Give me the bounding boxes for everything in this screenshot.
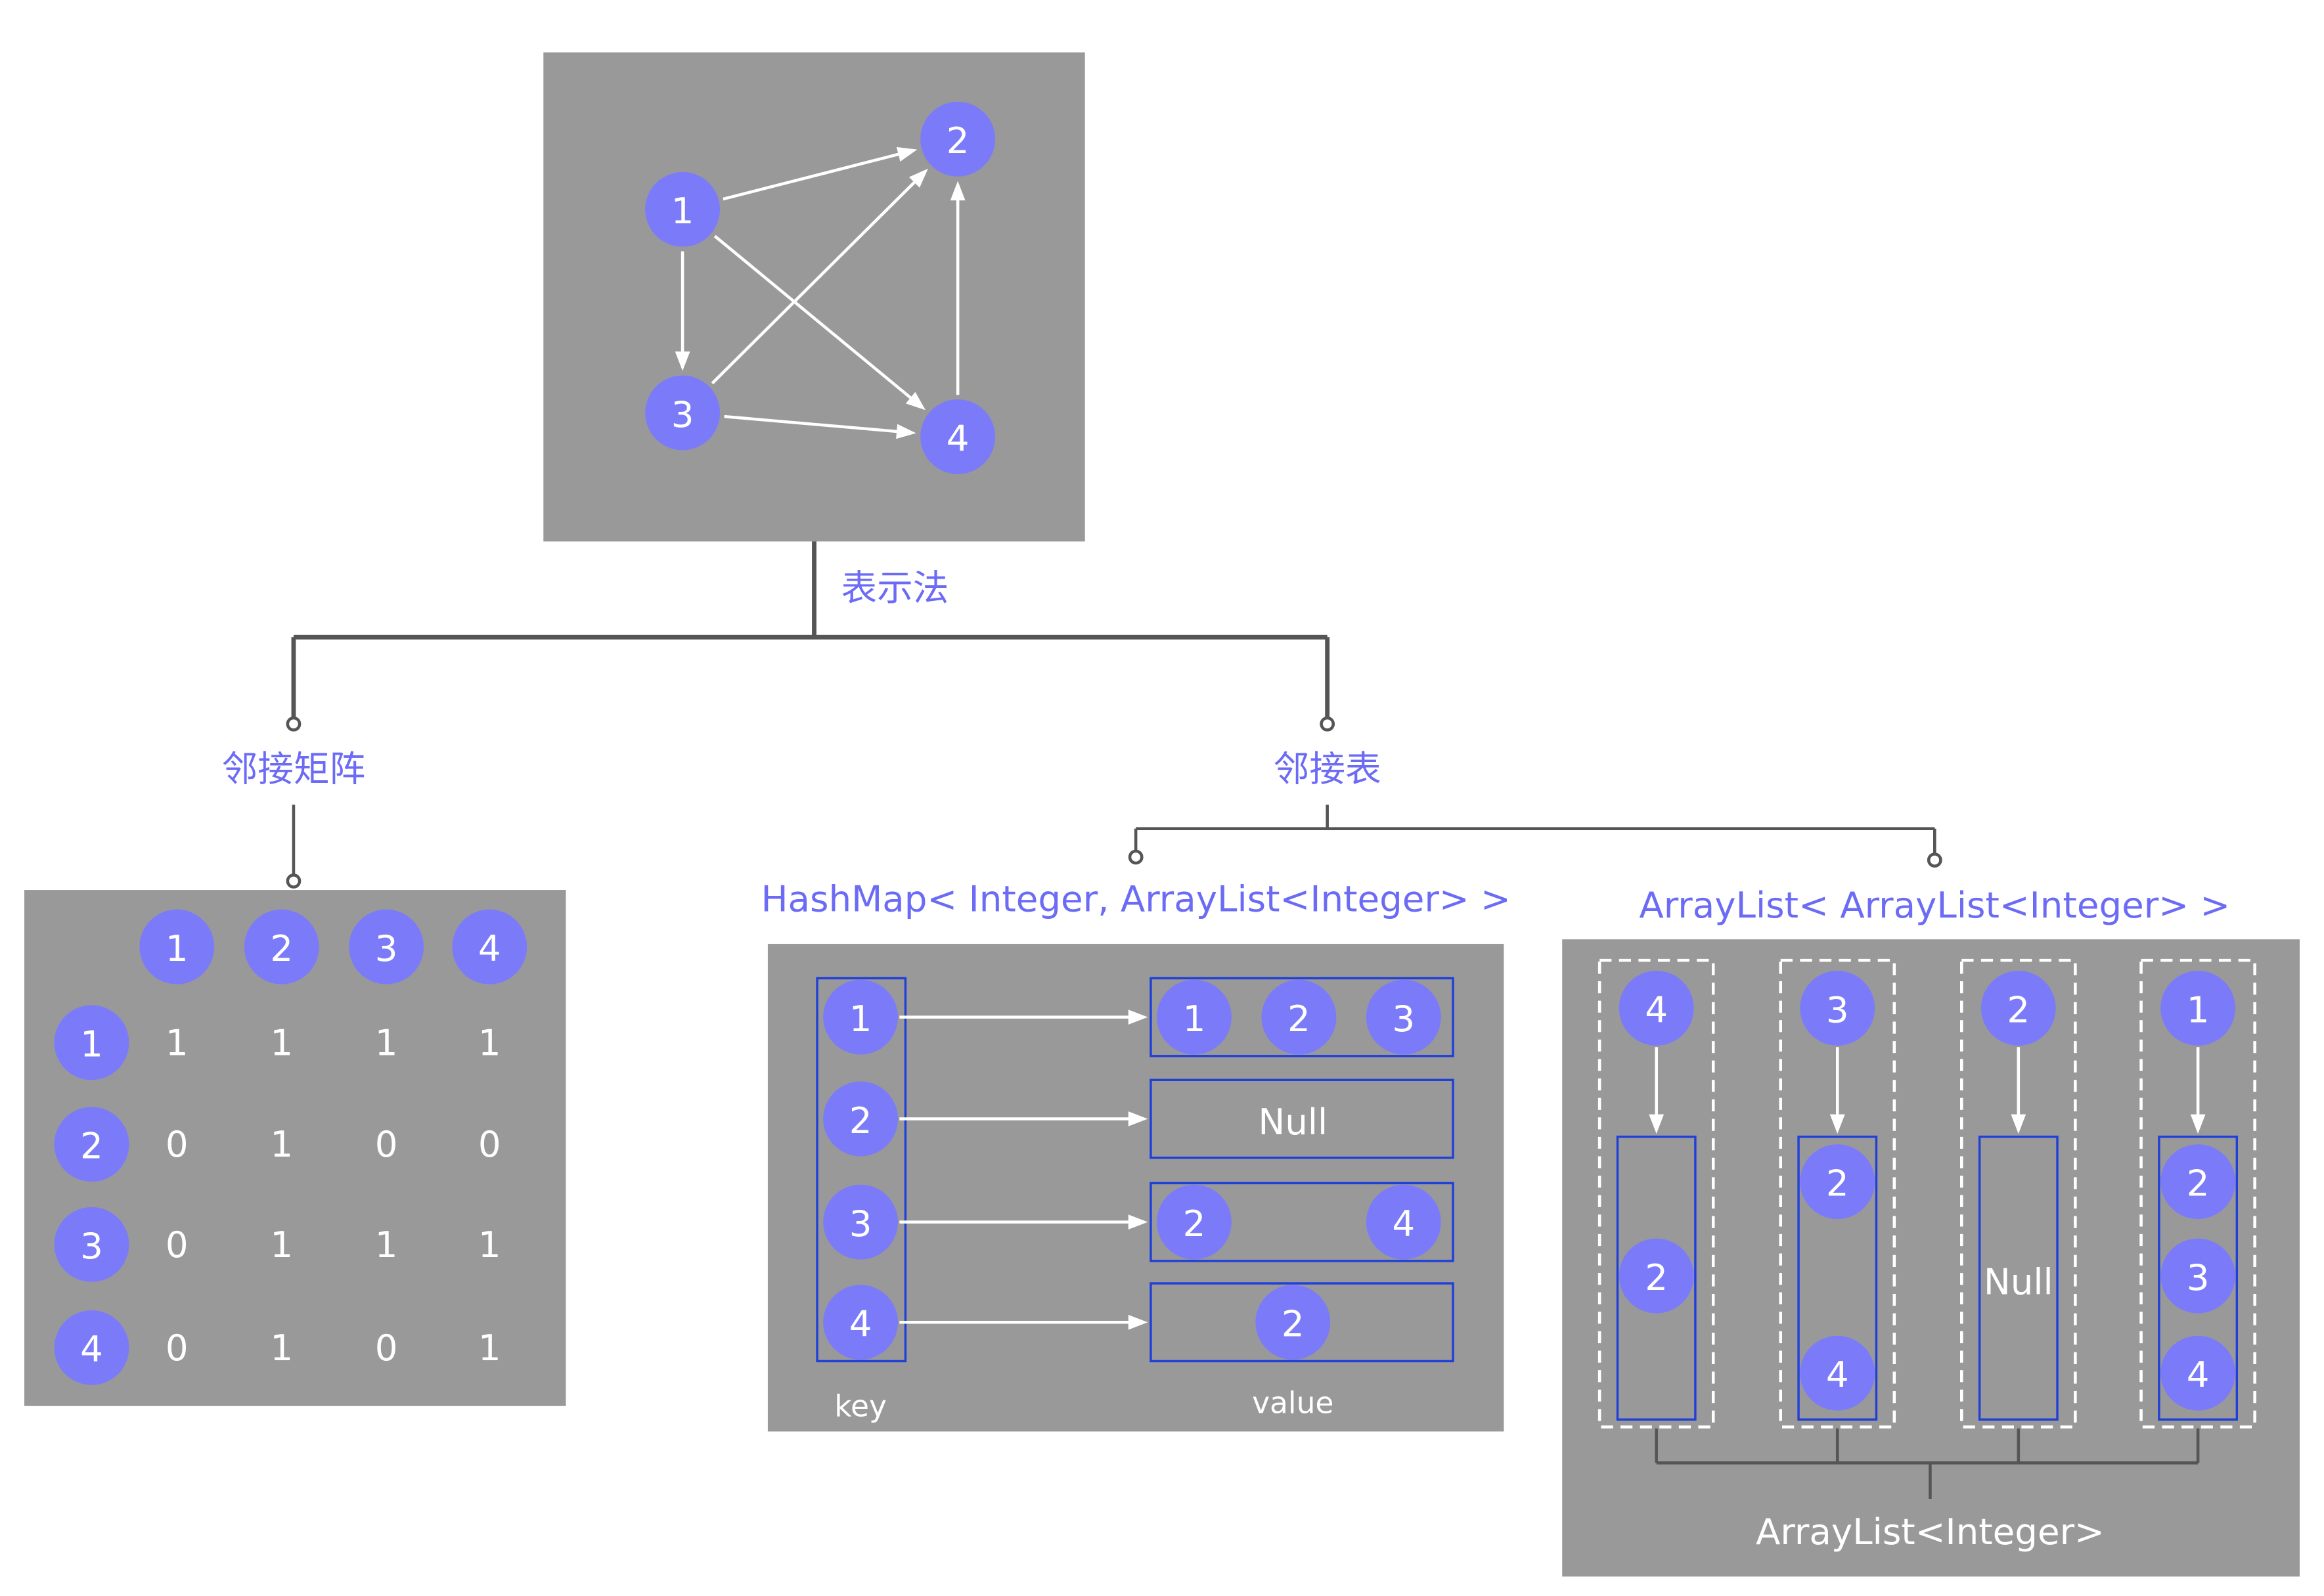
node-label: 2: [1287, 998, 1310, 1040]
hashmap-key-4: 4: [823, 1285, 898, 1360]
hashmap-key-3: 3: [823, 1185, 898, 1260]
graph-node-1: 1: [645, 172, 720, 247]
matrix-cell: 0: [375, 1327, 398, 1369]
hashmap-type-label: HashMap< Integer, ArrayList<Integer> >: [761, 878, 1510, 920]
tree-dot-right: [1322, 718, 1333, 730]
arraylist-item-node: 3: [2160, 1239, 2235, 1314]
matrix-row-header-1: 1: [55, 1005, 129, 1080]
arraylist-null: Null: [1984, 1261, 2053, 1303]
hashmap-value-caption: value: [1252, 1386, 1333, 1421]
matrix-row-header-2: 2: [55, 1107, 129, 1182]
node-label: 1: [80, 1023, 103, 1065]
node-label: 1: [671, 190, 694, 232]
adj-matrix-label: 邻接矩阵: [222, 748, 366, 790]
node-label: 3: [375, 927, 398, 969]
tree-dot-left: [288, 718, 300, 730]
node-label: 3: [849, 1203, 872, 1245]
matrix-cell: 1: [375, 1224, 398, 1266]
matrix-cell: 1: [478, 1327, 501, 1369]
matrix-col-header-3: 3: [349, 910, 424, 985]
adj-list-label: 邻接表: [1274, 748, 1381, 790]
arraylist-head-2: 2: [1981, 971, 2056, 1046]
graph-panel: [543, 53, 1084, 542]
matrix-col-header-4: 4: [452, 910, 527, 985]
arraylist-item-node: 2: [1619, 1239, 1694, 1314]
node-label: 4: [849, 1303, 872, 1345]
arraylist-item-node: 2: [1800, 1144, 1875, 1219]
node-label: 4: [1826, 1354, 1849, 1396]
matrix-cell: 0: [375, 1123, 398, 1165]
graph-node-2: 2: [920, 102, 995, 177]
matrix-cell: 1: [270, 1123, 293, 1165]
node-label: 2: [1826, 1162, 1849, 1204]
matrix-cell: 1: [270, 1224, 293, 1266]
node-label: 1: [166, 927, 189, 969]
hashmap-value-node: 3: [1366, 980, 1441, 1055]
node-label: 1: [1183, 998, 1206, 1040]
node-label: 1: [849, 998, 872, 1040]
matrix-row-header-4: 4: [55, 1310, 129, 1385]
matrix-connector-dot: [288, 875, 300, 887]
hashmap-key-1: 1: [823, 980, 898, 1055]
arraylist-head-4: 4: [1619, 971, 1694, 1046]
node-label: 2: [1282, 1303, 1305, 1345]
node-label: 4: [80, 1328, 103, 1370]
hashmap-value-node: 2: [1157, 1185, 1232, 1260]
hashmap-key-2: 2: [823, 1082, 898, 1157]
matrix-cell: 1: [270, 1021, 293, 1063]
node-label: 4: [1645, 988, 1668, 1031]
matrix-row-header-3: 3: [55, 1207, 129, 1282]
node-label: 3: [1392, 998, 1415, 1040]
graph-node-4: 4: [920, 399, 995, 474]
hashmap-null: Null: [1258, 1101, 1328, 1143]
matrix-cell: 0: [166, 1123, 189, 1165]
node-label: 2: [2007, 988, 2030, 1031]
node-label: 2: [80, 1124, 103, 1166]
node-label: 3: [1826, 988, 1849, 1031]
hashmap-value-node: 4: [1366, 1185, 1441, 1260]
matrix-cell: 1: [166, 1021, 189, 1063]
node-label: 2: [1645, 1256, 1668, 1298]
list-dot-left: [1130, 851, 1142, 863]
arraylist-head-1: 1: [2160, 971, 2235, 1046]
matrix-cell: 1: [375, 1021, 398, 1063]
hashmap-value-node: 1: [1157, 980, 1232, 1055]
representation-label: 表示法: [841, 567, 949, 609]
node-label: 3: [2187, 1256, 2210, 1298]
matrix-cell: 1: [270, 1327, 293, 1369]
arraylist-head-3: 3: [1800, 971, 1875, 1046]
node-label: 4: [1392, 1203, 1415, 1245]
matrix-cell: 0: [166, 1224, 189, 1266]
matrix-cell: 0: [166, 1327, 189, 1369]
node-label: 1: [2187, 988, 2210, 1031]
node-label: 2: [1183, 1203, 1206, 1245]
node-label: 2: [2187, 1162, 2210, 1204]
node-label: 2: [849, 1099, 872, 1142]
matrix-col-header-2: 2: [244, 910, 319, 985]
arraylist-item-node: 4: [2160, 1336, 2235, 1411]
node-label: 4: [478, 927, 501, 969]
arraylist-type-label: ArrayList< ArrayList<Integer> >: [1639, 884, 2230, 926]
node-label: 4: [947, 417, 970, 459]
list-dot-right: [1929, 854, 1940, 866]
hashmap-value-node: 2: [1255, 1285, 1330, 1360]
arraylist-inner-type-label: ArrayList<Integer>: [1756, 1511, 2105, 1553]
hashmap-value-node: 2: [1261, 980, 1336, 1055]
node-label: 4: [2187, 1354, 2210, 1396]
matrix-cell: 0: [478, 1123, 501, 1165]
graph-node-3: 3: [645, 376, 720, 451]
node-label: 3: [80, 1225, 103, 1267]
arraylist-item-node: 2: [2160, 1144, 2235, 1219]
matrix-col-header-1: 1: [139, 910, 214, 985]
arraylist-item-node: 4: [1800, 1336, 1875, 1411]
node-label: 3: [671, 393, 694, 435]
matrix-cell: 1: [478, 1021, 501, 1063]
matrix-cell: 1: [478, 1224, 501, 1266]
hashmap-key-caption: key: [834, 1388, 887, 1423]
node-label: 2: [270, 927, 293, 969]
node-label: 2: [947, 120, 970, 162]
